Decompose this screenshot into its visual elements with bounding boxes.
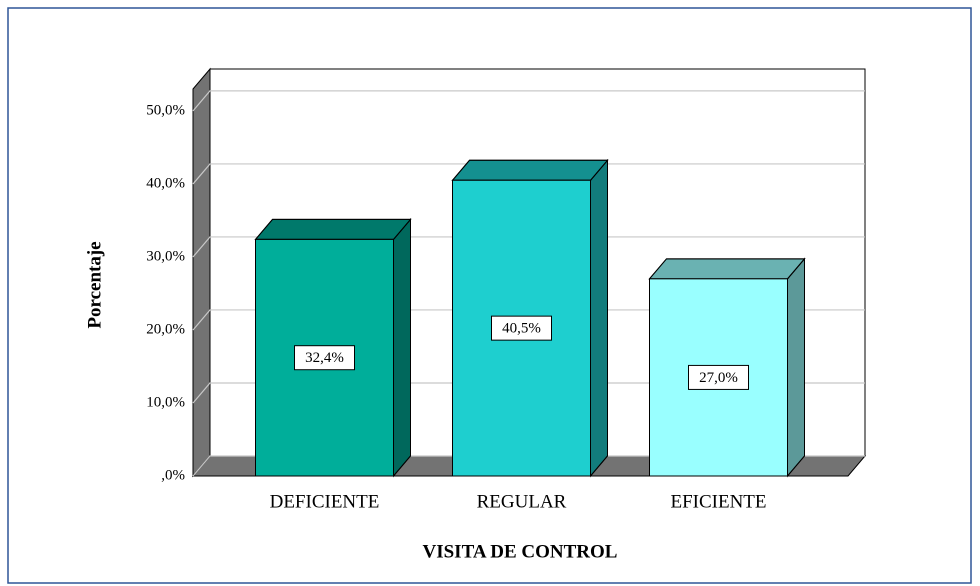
y-tick-label: ,0% xyxy=(161,467,185,483)
grid-line xyxy=(192,382,865,404)
y-axis-title: Porcentaje xyxy=(84,241,105,328)
value-label-box xyxy=(688,364,749,390)
grid-line xyxy=(192,455,865,477)
y-tick-label: 50,0% xyxy=(146,102,185,118)
y-tick-label: 30,0% xyxy=(146,248,185,264)
x-tick-label: REGULAR xyxy=(477,491,567,512)
bar xyxy=(451,158,609,478)
bar-top-shade xyxy=(451,159,609,181)
bar-front xyxy=(255,238,394,477)
grid-line xyxy=(192,309,865,331)
grid-line xyxy=(192,236,865,258)
x-axis-title: VISITA DE CONTROL xyxy=(423,541,618,562)
value-label: 27,0% xyxy=(699,370,738,386)
value-label-box xyxy=(491,315,552,341)
value-label: 40,5% xyxy=(502,321,541,337)
x-tick-label: EFICIENTE xyxy=(670,491,766,512)
bar xyxy=(254,218,412,478)
grid-line xyxy=(192,90,865,112)
left-wall xyxy=(192,67,211,478)
bar-side-shade xyxy=(590,158,608,478)
value-label: 32,4% xyxy=(305,350,344,366)
bar-side-shade xyxy=(787,257,805,478)
y-tick-label: 20,0% xyxy=(146,321,185,337)
grid-line xyxy=(192,163,865,185)
bar-top-shade xyxy=(648,258,806,280)
x-tick-label: DEFICIENTE xyxy=(270,491,380,512)
y-tick-label: 10,0% xyxy=(146,394,185,410)
y-tick-label: 40,0% xyxy=(146,175,185,191)
bar-top-shade xyxy=(254,218,412,240)
bar-side-shade xyxy=(393,218,411,478)
value-label-box xyxy=(294,345,355,371)
